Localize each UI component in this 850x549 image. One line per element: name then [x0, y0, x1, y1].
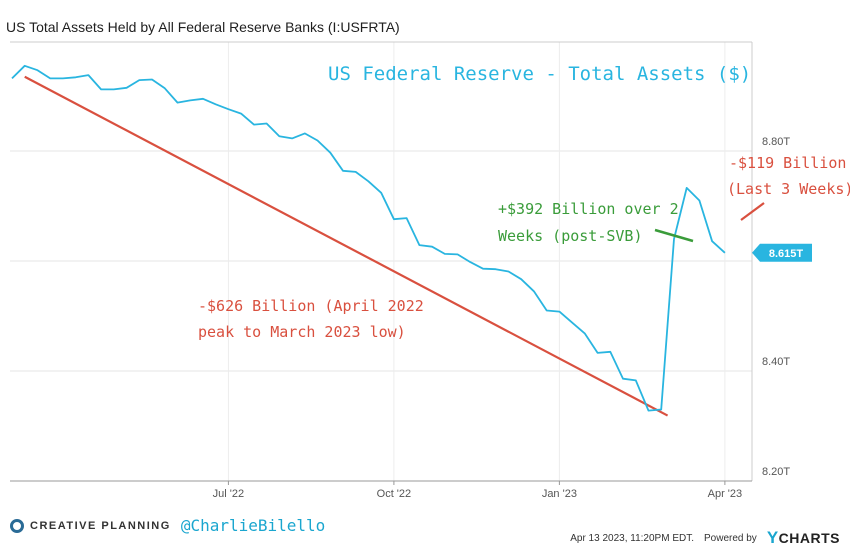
x-tick-label: Jul '22 [213, 488, 244, 500]
tick-labels: 8.20T 8.40T 8.80T Jul '22 Oct '22 Jan '23 Apr … [213, 136, 791, 500]
x-tick-label: Jan '23 [542, 488, 577, 500]
y-tick-label: 8.20T [762, 466, 790, 478]
annotations: US Federal Reserve - Total Assets ($) -$6… [198, 63, 850, 341]
axes [10, 41, 753, 485]
annotation-rise-pointer [654, 228, 694, 243]
y-tick-label: 8.40T [762, 356, 790, 368]
brand-name: CREATIVE PLANNING [30, 519, 171, 532]
annotation-title: US Federal Reserve - Total Assets ($) [328, 63, 751, 85]
annotation-recent-pointer [740, 202, 765, 221]
trend-line-group [24, 75, 669, 417]
footer-brand: CREATIVE PLANNING @CharlieBilello [10, 516, 325, 535]
annotation-drop-line: -$626 Billion (April 2022 [198, 297, 424, 315]
ycharts-logo[interactable]: YCHARTS [767, 528, 840, 548]
creative-planning-logo-icon [10, 518, 24, 533]
footer-right: Apr 13 2023, 11:20PM EDT. Powered by YCH… [570, 528, 840, 548]
series-line-total-assets [11, 64, 726, 412]
last-value-label: 8.615T [769, 248, 804, 260]
annotation-drop-line: peak to March 2023 low) [198, 323, 406, 341]
annotation-rise-line: +$392 Billion over 2 [498, 200, 679, 218]
annotation-recent-line: (Last 3 Weeks) [727, 180, 850, 198]
last-value-badge [752, 243, 812, 262]
powered-by: Powered by [704, 532, 757, 544]
gridlines [10, 42, 752, 481]
author-handle: @CharlieBilello [180, 516, 326, 535]
annotation-recent-line: -$119 Billion [729, 154, 846, 172]
y-tick-label: 8.80T [762, 136, 790, 148]
ycharts-logo-text: CHARTS [778, 530, 840, 546]
annotation-rise-line: Weeks (post-SVB) [498, 227, 643, 245]
series-group: 8.615T [11, 64, 812, 412]
chart-title: US Total Assets Held by All Federal Rese… [6, 19, 400, 35]
x-tick-label: Oct '22 [377, 488, 412, 500]
trend-line [24, 75, 669, 417]
x-tick-label: Apr '23 [708, 488, 743, 500]
ycharts-logo-y: Y [766, 528, 779, 547]
timestamp: Apr 13 2023, 11:20PM EDT. [570, 532, 694, 544]
